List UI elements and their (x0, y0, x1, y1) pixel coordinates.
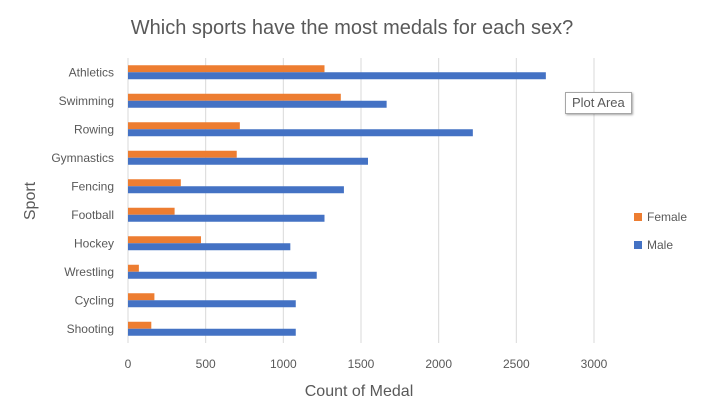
y-axis-categories: Athletics Swimming Rowing Gymnastics Fencing… (51, 65, 114, 336)
x-tick-label-0: 0 (125, 357, 132, 371)
bar-male-shooting (128, 328, 296, 336)
bar-female-fencing (128, 179, 181, 187)
y-category-label-wrestling: Wrestling (64, 265, 114, 279)
x-axis-title: Count of Medal (305, 383, 414, 400)
y-category-label-fencing: Fencing (71, 179, 114, 193)
bar-female-shooting (128, 321, 152, 329)
bar-male-hockey (128, 243, 291, 251)
x-tick-label-500: 500 (196, 357, 216, 371)
bar-female-gymnastics (128, 150, 237, 158)
legend-label-male: Male (647, 238, 673, 252)
bar-male-football (128, 214, 325, 222)
y-category-label-rowing: Rowing (74, 122, 114, 136)
legend-label-female: Female (647, 210, 687, 224)
bar-female-rowing (128, 122, 240, 130)
bar-male-fencing (128, 186, 344, 194)
y-category-label-gymnastics: Gymnastics (51, 151, 114, 165)
legend-swatch-male (634, 241, 642, 249)
x-axis-ticks: 0 500 1000 1500 2000 2500 3000 (125, 357, 608, 371)
bar-female-cycling (128, 293, 155, 301)
plot-area-tooltip: Plot Area (565, 92, 632, 114)
bar-male-wrestling (128, 271, 317, 279)
chart-title: Which sports have the most medals for ea… (131, 17, 573, 39)
bars (128, 65, 546, 336)
bar-male-gymnastics (128, 157, 368, 165)
y-category-label-hockey: Hockey (74, 236, 114, 250)
bar-female-swimming (128, 93, 341, 101)
y-category-label-athletics: Athletics (69, 65, 114, 79)
bar-male-rowing (128, 129, 473, 137)
y-axis-title: Sport (22, 181, 39, 220)
legend-swatch-female (634, 213, 642, 221)
bar-male-cycling (128, 300, 296, 308)
y-category-label-cycling: Cycling (75, 293, 114, 307)
bar-female-athletics (128, 65, 325, 73)
x-tick-label-1500: 1500 (348, 357, 375, 371)
x-tick-label-2000: 2000 (425, 357, 452, 371)
y-category-label-shooting: Shooting (67, 322, 114, 336)
bar-male-swimming (128, 100, 387, 108)
x-tick-label-2500: 2500 (503, 357, 530, 371)
y-category-label-swimming: Swimming (59, 94, 114, 108)
bar-male-athletics (128, 72, 546, 80)
bar-female-wrestling (128, 264, 139, 272)
bar-female-football (128, 207, 175, 215)
legend[interactable]: Female Male (634, 210, 687, 252)
y-category-label-football: Football (71, 208, 114, 222)
x-tick-label-1000: 1000 (270, 357, 297, 371)
x-tick-label-3000: 3000 (581, 357, 608, 371)
bar-female-hockey (128, 236, 202, 244)
